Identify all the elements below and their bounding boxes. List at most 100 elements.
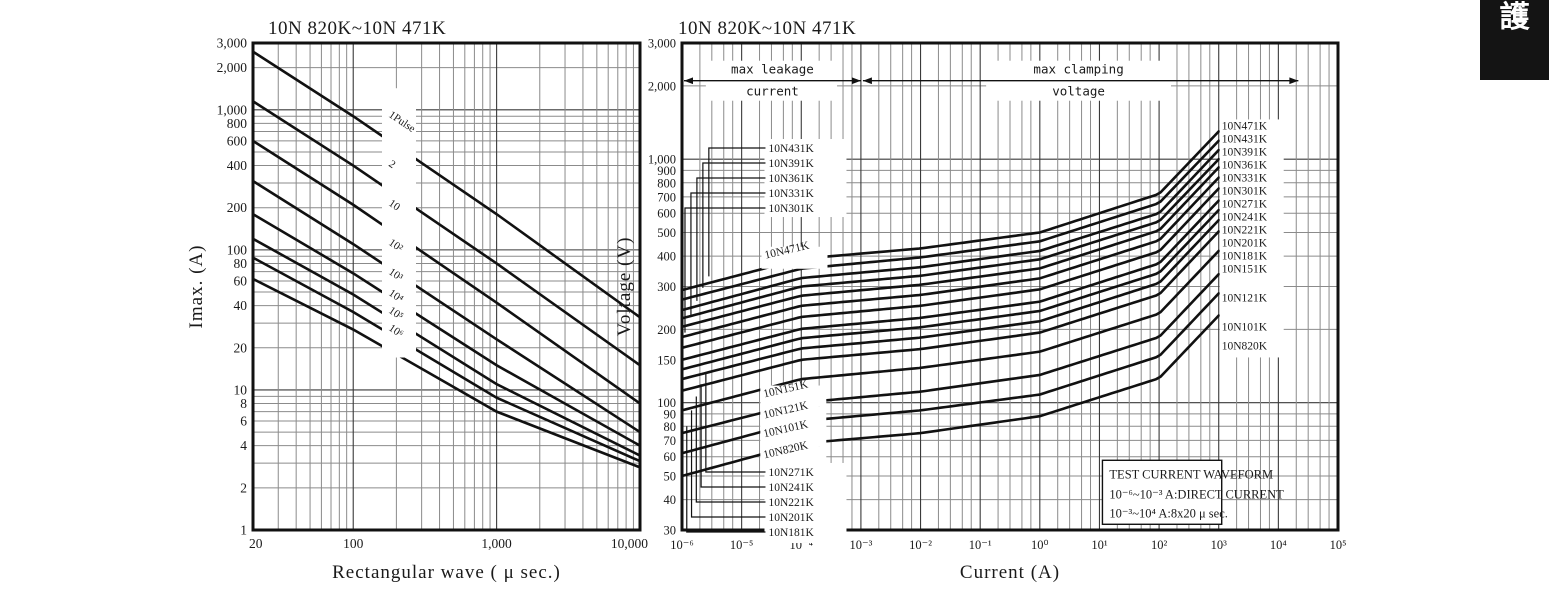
y-tick: 40: [234, 298, 248, 313]
test-box-line3: 10⁻³~10⁴ A:8x20 μ sec.: [1109, 506, 1227, 520]
test-current-waveform-box: TEST CURRENT WAVEFORM 10⁻⁶~10⁻³ A:DIRECT …: [1101, 459, 1284, 525]
chart-voltage-vs-current: 10N 820K~10N 471K 3,000 2,000 1,000 900 800 7…: [610, 10, 1370, 590]
x-tick: 10⁻⁵: [730, 538, 753, 552]
x-tick: 10³: [1211, 538, 1228, 552]
y-tick: 400: [657, 250, 676, 264]
callout-label: 10N301K: [768, 203, 814, 215]
y-tick: 90: [664, 407, 677, 421]
curve-end-label: 10N241K: [1222, 211, 1268, 223]
y-tick: 60: [664, 450, 677, 464]
test-box-line2: 10⁻⁶~10⁻³ A:DIRECT CURRENT: [1109, 487, 1284, 501]
y-tick: 150: [657, 353, 676, 367]
annotation-leakage: max leakage: [731, 62, 814, 77]
y-tick: 2,000: [217, 60, 248, 75]
x-tick: 10⁻⁶: [670, 538, 693, 552]
right-lower-callouts: 10N271K 10N241K 10N221K 10N201K 10N181K: [686, 373, 847, 543]
callout-label: 10N181K: [768, 527, 814, 539]
y-tick: 4: [240, 438, 247, 453]
y-tick: 8: [240, 396, 247, 411]
y-tick: 700: [657, 190, 676, 204]
left-x-axis-title: Rectangular wave ( μ sec.): [332, 562, 561, 583]
y-tick: 80: [234, 256, 248, 271]
y-tick: 1,000: [217, 102, 248, 117]
curve-end-label: 10N101K: [1222, 321, 1268, 333]
callout-label: 10N361K: [768, 173, 814, 185]
curve-end-label: 10N820K: [1222, 340, 1268, 352]
curve-end-label: 10N221K: [1222, 224, 1268, 236]
y-tick: 40: [664, 493, 677, 507]
y-tick: 300: [657, 280, 676, 294]
curve-10N181K: [680, 230, 1221, 392]
curve-10N331K: [680, 166, 1221, 329]
y-tick: 600: [657, 207, 676, 221]
test-box-line1: TEST CURRENT WAVEFORM: [1109, 467, 1273, 481]
annotation-leakage-2: current: [746, 84, 799, 99]
y-tick: 100: [227, 242, 248, 257]
right-curve-end-labels: 10N471K10N431K10N391K10N361K10N331K10N30…: [1219, 119, 1284, 358]
curve-10²: [251, 179, 642, 434]
y-tick: 6: [240, 414, 247, 429]
curve-10N361K: [680, 157, 1221, 320]
x-tick: 10⁵: [1330, 538, 1347, 552]
curve-10⁴: [251, 237, 642, 457]
x-tick: 10,000: [611, 536, 648, 551]
x-tick: 20: [249, 536, 263, 551]
callout-label: 10N431K: [768, 143, 814, 155]
curve-end-label: 10N361K: [1222, 159, 1268, 171]
y-tick: 20: [234, 340, 248, 355]
y-tick: 3,000: [648, 37, 676, 51]
section-tab-protection: 護: [1480, 0, 1549, 80]
left-chart-svg: 3,0002,0001,0008006004002001008060402010…: [186, 36, 648, 584]
right-annotations: max leakage current max clamping voltage: [684, 60, 1299, 101]
chart-imax-vs-rectangular-wave: 10N 820K~10N 471K 3,000 2,000 1,000 800 600 4…: [180, 10, 650, 590]
curve-10N241K: [680, 199, 1221, 362]
curve-end-label: 10N121K: [1222, 292, 1268, 304]
x-tick: 10⁴: [1270, 538, 1287, 552]
curve-10N271K: [680, 187, 1221, 350]
curve-end-label: 10N271K: [1222, 198, 1268, 210]
x-tick: 10⁻³: [849, 538, 872, 552]
annotation-clamping: max clamping: [1033, 62, 1123, 77]
y-tick: 70: [664, 434, 677, 448]
curve-end-label: 10N151K: [1222, 263, 1268, 275]
y-tick: 80: [664, 420, 677, 434]
left-gridlines: [252, 42, 641, 531]
callout-label: 10N331K: [768, 188, 814, 200]
callout-label: 10N241K: [768, 482, 814, 494]
x-tick: 10⁻²: [909, 538, 932, 552]
curve-10N431K: [680, 139, 1221, 301]
curve-end-label: 10N331K: [1222, 172, 1268, 184]
y-tick: 2: [240, 480, 247, 495]
y-tick: 1,000: [648, 153, 676, 167]
y-tick: 10: [234, 382, 248, 397]
curve-end-label: 10N301K: [1222, 185, 1268, 197]
curve-10: [251, 139, 642, 405]
y-tick: 30: [664, 524, 677, 538]
x-tick: 1,000: [481, 536, 512, 551]
x-tick: 10⁻¹: [969, 538, 992, 552]
curve-10N201K: [680, 218, 1221, 381]
curve-end-label: 10N391K: [1222, 146, 1268, 158]
left-x-ticks: 20 100 1,000 10,000: [249, 536, 648, 551]
curve-1Pulse: [251, 50, 642, 319]
curve-end-label: 10N181K: [1222, 250, 1268, 262]
x-tick: 10¹: [1091, 538, 1108, 552]
callout-label: 10N271K: [768, 467, 814, 479]
right-x-ticks: 10⁻⁶ 10⁻⁵ 10⁻⁴ 10⁻³ 10⁻² 10⁻¹ 10⁰ 10¹ 10² 10³ 10⁴ 1…: [670, 538, 1346, 552]
y-tick: 50: [664, 469, 677, 483]
y-tick: 200: [657, 323, 676, 337]
y-tick: 800: [657, 176, 676, 190]
left-y-axis-title: Imax. (A): [186, 245, 207, 329]
y-tick: 800: [227, 116, 248, 131]
callout-label: 10N391K: [768, 158, 814, 170]
tab-glyph: 護: [1499, 0, 1530, 35]
curve-2: [251, 100, 642, 367]
y-tick: 500: [657, 226, 676, 240]
right-curves: [680, 130, 1221, 478]
curve-label: 2: [386, 158, 397, 171]
y-tick: 600: [227, 133, 248, 148]
